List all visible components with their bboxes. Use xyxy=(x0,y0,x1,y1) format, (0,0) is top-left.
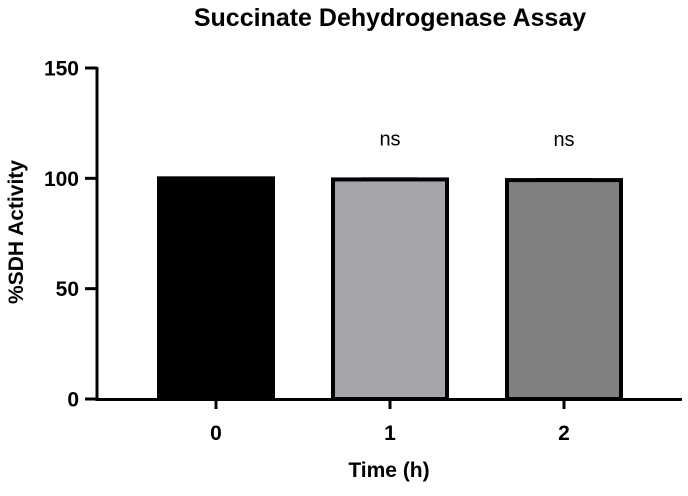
bars-layer xyxy=(157,176,623,401)
y-tick-label-50: 50 xyxy=(56,278,79,301)
x-tick-label-2: 2 xyxy=(558,422,570,445)
chart-title: Succinate Dehydrogenase Assay xyxy=(194,4,586,32)
annotation-ns-1: ns xyxy=(379,128,400,150)
y-ticks-layer: 0 50 100 150 xyxy=(44,58,97,412)
x-tick-label-1: 1 xyxy=(384,422,396,445)
y-tick-label-100: 100 xyxy=(44,168,79,191)
bar-2 xyxy=(505,178,623,401)
bar-0 xyxy=(157,176,275,401)
annotations-layer: ns ns xyxy=(379,128,574,151)
bar-1 xyxy=(331,177,449,401)
y-tick-label-0: 0 xyxy=(67,389,79,412)
x-tick-label-0: 0 xyxy=(210,422,222,445)
error-bars-layer xyxy=(362,177,592,181)
x-ticks-layer: 0 1 2 xyxy=(210,399,570,445)
y-axis-label: %SDH Activity xyxy=(5,160,28,304)
annotation-ns-2: ns xyxy=(553,129,574,151)
x-axis-label: Time (h) xyxy=(348,459,429,482)
y-tick-label-150: 150 xyxy=(44,58,79,81)
